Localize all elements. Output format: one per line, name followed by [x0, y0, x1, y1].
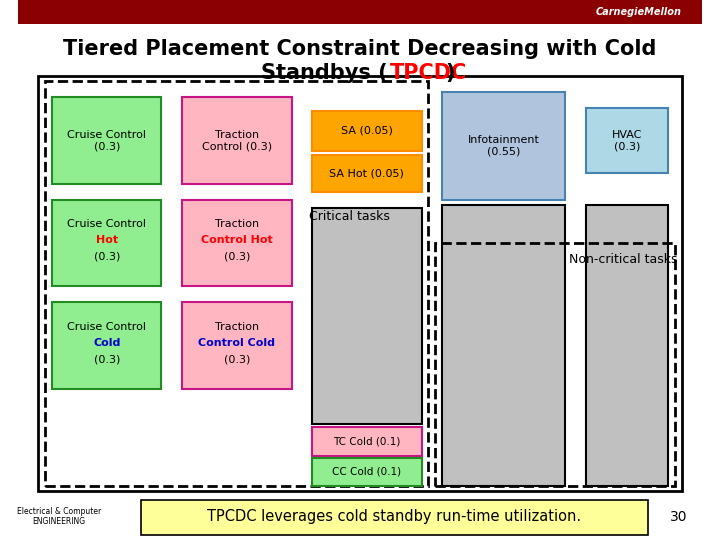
FancyBboxPatch shape: [182, 97, 292, 184]
Text: TC Cold (0.1): TC Cold (0.1): [333, 436, 400, 447]
Text: Cruise Control
(0.3): Cruise Control (0.3): [67, 130, 146, 151]
FancyBboxPatch shape: [312, 458, 422, 486]
FancyBboxPatch shape: [38, 76, 682, 491]
Text: Cruise Control: Cruise Control: [67, 322, 146, 332]
FancyBboxPatch shape: [586, 108, 668, 173]
FancyBboxPatch shape: [586, 205, 668, 486]
FancyBboxPatch shape: [442, 92, 565, 200]
Text: (0.3): (0.3): [224, 354, 250, 364]
Text: Hot: Hot: [96, 235, 118, 245]
FancyBboxPatch shape: [52, 97, 161, 184]
Text: Critical tasks: Critical tasks: [310, 210, 390, 222]
FancyBboxPatch shape: [141, 500, 647, 535]
Text: ): ): [446, 63, 455, 83]
Text: (0.3): (0.3): [94, 354, 120, 364]
Text: (0.3): (0.3): [224, 252, 250, 261]
Text: SA (0.05): SA (0.05): [341, 126, 393, 136]
FancyBboxPatch shape: [182, 302, 292, 389]
Text: Infotainment
(0.55): Infotainment (0.55): [468, 135, 540, 157]
Text: CarnegieMellon: CarnegieMellon: [595, 7, 682, 17]
Text: Control Cold: Control Cold: [198, 338, 275, 348]
Text: Control Hot: Control Hot: [201, 235, 273, 245]
Text: TPCDC: TPCDC: [390, 63, 467, 83]
FancyBboxPatch shape: [18, 0, 702, 24]
Text: CC Cold (0.1): CC Cold (0.1): [333, 467, 402, 477]
Text: (0.3): (0.3): [94, 252, 120, 261]
Text: Electrical & Computer
ENGINEERING: Electrical & Computer ENGINEERING: [17, 507, 101, 526]
Text: TPCDC leverages cold standby run-time utilization.: TPCDC leverages cold standby run-time ut…: [207, 509, 581, 524]
FancyBboxPatch shape: [52, 302, 161, 389]
Text: Non-critical tasks: Non-critical tasks: [570, 253, 678, 266]
Text: Traction
Control (0.3): Traction Control (0.3): [202, 130, 272, 151]
FancyBboxPatch shape: [52, 200, 161, 286]
Text: Cruise Control: Cruise Control: [67, 219, 146, 229]
Text: SA Hot (0.05): SA Hot (0.05): [330, 168, 405, 178]
Text: Standbys (: Standbys (: [261, 63, 387, 83]
Text: Cold: Cold: [93, 338, 120, 348]
Text: 30: 30: [670, 510, 687, 524]
FancyBboxPatch shape: [312, 427, 422, 456]
Text: Tiered Placement Constraint Decreasing with Cold: Tiered Placement Constraint Decreasing w…: [63, 38, 657, 59]
FancyBboxPatch shape: [312, 111, 422, 151]
FancyBboxPatch shape: [312, 208, 422, 424]
FancyBboxPatch shape: [182, 200, 292, 286]
Text: Traction: Traction: [215, 219, 258, 229]
Text: HVAC
(0.3): HVAC (0.3): [612, 130, 642, 151]
FancyBboxPatch shape: [442, 205, 565, 486]
Text: Traction: Traction: [215, 322, 258, 332]
FancyBboxPatch shape: [312, 155, 422, 192]
